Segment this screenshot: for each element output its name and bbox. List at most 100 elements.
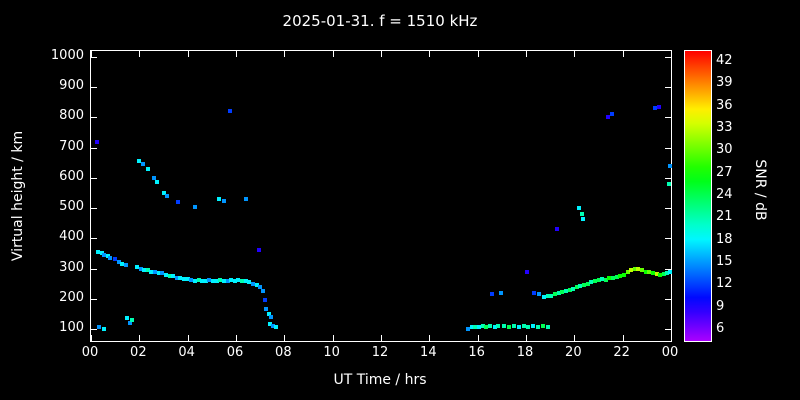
data-point — [189, 277, 194, 282]
y-tick-mark — [91, 328, 97, 330]
colorbar-tick-label: 21 — [716, 209, 733, 225]
data-point — [580, 216, 585, 221]
x-axis-label: UT Time / hrs — [333, 372, 427, 388]
data-point — [555, 227, 560, 232]
data-point — [99, 251, 104, 256]
data-point — [102, 252, 107, 257]
data-point — [113, 257, 118, 262]
x-tick-label: 16 — [468, 345, 485, 360]
data-point — [232, 278, 237, 283]
x-tick-mark — [671, 51, 672, 57]
x-tick-mark — [477, 51, 479, 57]
colorbar-tick-label: 24 — [716, 187, 733, 202]
data-point — [625, 270, 630, 275]
data-point — [606, 115, 611, 120]
data-point — [176, 200, 180, 205]
x-tick-mark — [381, 335, 382, 341]
data-point — [254, 283, 259, 288]
x-tick-mark — [187, 51, 189, 57]
data-point — [243, 279, 248, 284]
colorbar-tick-label: 42 — [716, 53, 733, 69]
data-point — [667, 163, 672, 168]
x-tick-label: 22 — [613, 345, 630, 360]
data-point — [531, 323, 536, 328]
data-point — [563, 289, 568, 294]
x-tick-mark — [381, 51, 382, 57]
data-point — [207, 277, 212, 282]
y-tick-mark — [665, 238, 671, 240]
data-point — [149, 269, 154, 274]
data-point — [621, 272, 626, 277]
data-point — [105, 254, 110, 259]
data-point — [145, 166, 150, 171]
data-point — [545, 324, 550, 329]
data-point — [221, 278, 226, 283]
data-point — [653, 106, 658, 111]
data-point — [577, 206, 582, 211]
data-point — [607, 276, 612, 281]
data-point — [654, 271, 659, 276]
data-point — [553, 292, 557, 297]
colorbar-tick-label: 33 — [716, 120, 733, 136]
colorbar-tick-label: 39 — [716, 75, 733, 91]
x-tick-label: 06 — [226, 345, 244, 360]
data-point — [130, 317, 135, 322]
data-point — [473, 324, 478, 329]
data-point — [540, 323, 545, 328]
data-point — [167, 274, 172, 279]
x-tick-label: 00 — [661, 345, 679, 360]
data-point — [658, 272, 663, 277]
data-point — [516, 324, 521, 329]
data-point — [492, 324, 497, 329]
data-point — [108, 255, 113, 260]
data-point — [185, 277, 190, 282]
x-tick-mark — [91, 51, 92, 57]
data-point — [589, 280, 594, 285]
data-point — [256, 248, 261, 253]
data-point — [192, 204, 197, 209]
x-tick-label: 12 — [371, 345, 389, 360]
data-point — [200, 279, 205, 284]
data-point — [250, 281, 255, 286]
data-point — [640, 268, 644, 273]
data-point — [643, 269, 648, 274]
x-tick-mark — [236, 335, 237, 341]
data-point — [221, 198, 226, 203]
x-tick-mark — [139, 51, 141, 57]
data-point — [490, 292, 495, 297]
y-tick-label: 200 — [59, 289, 84, 305]
data-point — [556, 291, 561, 296]
x-tick-label: 08 — [275, 345, 292, 360]
data-point — [574, 285, 579, 290]
data-point — [665, 270, 670, 275]
y-tick-label: 1000 — [50, 48, 84, 64]
data-point — [537, 292, 542, 297]
data-point — [579, 212, 584, 217]
colorbar-tick-label: 9 — [716, 298, 725, 314]
y-tick-label: 100 — [59, 319, 84, 335]
data-point — [596, 277, 601, 282]
y-tick-mark — [91, 57, 97, 59]
data-point — [97, 325, 102, 330]
x-tick-mark — [671, 335, 672, 341]
y-tick-mark — [91, 87, 97, 89]
x-tick-label: 00 — [81, 345, 99, 360]
y-tick-mark — [91, 177, 97, 179]
data-point — [667, 269, 672, 274]
data-point — [134, 264, 139, 269]
data-point — [600, 276, 605, 281]
data-point — [247, 280, 252, 285]
y-axis-label: Virtual height / km — [10, 130, 26, 262]
data-point — [480, 323, 485, 328]
data-point — [266, 311, 271, 316]
data-point — [269, 314, 274, 319]
data-point — [549, 293, 554, 298]
x-tick-mark — [574, 335, 576, 341]
data-point — [271, 323, 276, 328]
data-point — [151, 175, 156, 180]
data-point — [273, 324, 278, 329]
data-point — [656, 104, 661, 109]
data-point — [592, 279, 597, 284]
data-point — [116, 260, 121, 265]
x-tick-mark — [622, 335, 624, 341]
